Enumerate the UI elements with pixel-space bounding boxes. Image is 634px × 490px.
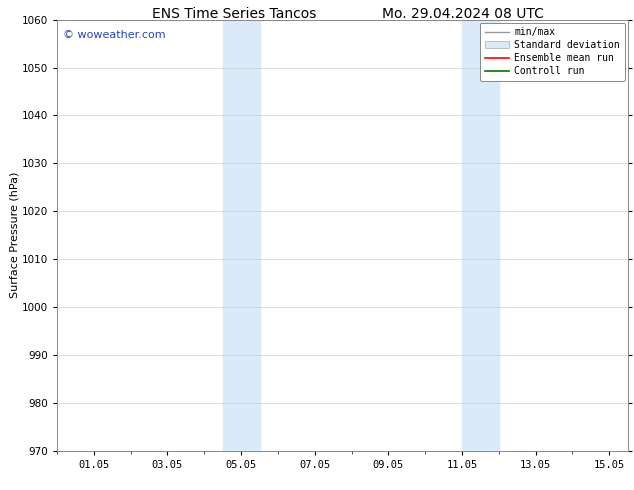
Text: ENS Time Series Tancos: ENS Time Series Tancos: [152, 7, 317, 22]
Y-axis label: Surface Pressure (hPa): Surface Pressure (hPa): [9, 172, 19, 298]
Bar: [462, 20, 499, 451]
Legend: min/max, Standard deviation, Ensemble mean run, Controll run: min/max, Standard deviation, Ensemble me…: [480, 23, 624, 81]
Text: © woweather.com: © woweather.com: [63, 30, 165, 40]
Text: Mo. 29.04.2024 08 UTC: Mo. 29.04.2024 08 UTC: [382, 7, 544, 22]
Bar: [223, 20, 259, 451]
